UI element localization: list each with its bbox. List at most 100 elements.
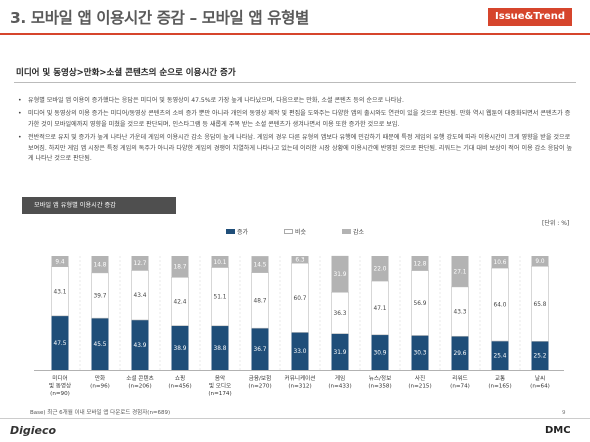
data-label: 9.4 <box>55 259 65 265</box>
category-label: (n=206) <box>128 384 151 390</box>
data-label: 47.5 <box>54 341 67 347</box>
bar-segment <box>51 266 69 317</box>
legend-item-increase: 증가 <box>226 227 248 236</box>
data-label: 22.0 <box>374 267 387 273</box>
bar-segment <box>491 267 509 342</box>
data-label: 33.0 <box>294 349 307 355</box>
bar-segment <box>451 336 469 370</box>
category-label: 및 동영상 <box>49 382 71 390</box>
data-label: 29.6 <box>454 351 467 357</box>
bar-segment <box>331 291 349 334</box>
data-label: 60.7 <box>294 296 307 302</box>
category-label: 미디어 <box>52 374 67 382</box>
data-label: 39.7 <box>94 294 107 300</box>
data-label: 43.1 <box>54 289 67 295</box>
bar-segment <box>91 272 109 319</box>
data-label: 51.1 <box>214 295 227 301</box>
unit-label: [단위 : %] <box>542 220 570 227</box>
category-label: (n=90) <box>50 391 70 397</box>
data-label: 43.9 <box>134 343 147 349</box>
data-label: 25.2 <box>534 354 547 360</box>
subhead-divider <box>14 82 576 83</box>
bar-segment <box>331 333 349 370</box>
category-label: (n=74) <box>450 384 470 390</box>
category-label: 사진 <box>415 374 425 382</box>
bar-segment <box>91 318 109 370</box>
category-label: (n=358) <box>368 384 391 390</box>
data-label: 12.8 <box>414 261 427 267</box>
bar-segment <box>51 315 69 370</box>
data-label: 65.8 <box>534 302 547 308</box>
bar-segment <box>291 332 309 370</box>
category-label: (n=165) <box>488 384 511 390</box>
data-label: 42.4 <box>174 299 187 305</box>
category-label: (n=270) <box>248 384 271 390</box>
data-label: 10.6 <box>494 260 507 266</box>
data-label: 12.7 <box>134 261 147 267</box>
bar-segment <box>371 256 389 282</box>
legend-swatch <box>226 229 235 234</box>
bar-segment <box>171 325 189 370</box>
category-label: (n=174) <box>208 391 231 397</box>
category-label: 만화 <box>95 374 105 382</box>
bar-segment <box>171 256 189 278</box>
brand-badge: Issue&Trend <box>488 8 572 26</box>
data-label: 47.1 <box>374 306 387 312</box>
bar-segment <box>211 267 229 327</box>
data-label: 36.3 <box>334 311 347 317</box>
chart-panel-title: 모바일 앱 유형별 이용시간 증감 <box>22 197 176 214</box>
bar-segment <box>451 256 469 287</box>
data-label: 48.7 <box>254 298 267 304</box>
bar-segment <box>251 328 269 370</box>
category-label: 뉴스/정보 <box>369 375 391 382</box>
bar-segment <box>251 272 269 329</box>
bar-segment <box>411 270 429 336</box>
data-label: 6.3 <box>295 258 305 264</box>
bar-segment <box>531 256 549 267</box>
data-label: 45.5 <box>94 342 107 348</box>
bar-segment <box>491 256 509 269</box>
category-label: 커뮤니케이션 <box>285 374 316 382</box>
bar-segment <box>211 256 229 268</box>
data-label: 31.9 <box>334 272 347 278</box>
bar-segment <box>531 341 549 370</box>
bar-segment <box>411 256 429 271</box>
legend-item-decrease: 감소 <box>342 227 364 236</box>
bar-segment <box>131 256 149 271</box>
bar-segment <box>531 265 549 342</box>
bar-segment <box>171 277 189 326</box>
category-label: (n=456) <box>168 384 191 390</box>
legend-label: 비슷 <box>295 229 307 236</box>
header-divider <box>0 33 590 35</box>
section-subhead: 미디어 및 동영상>만화>소셜 콘텐츠의 순으로 이용시간 증가 <box>16 68 236 78</box>
digieco-logo: Digieco <box>10 424 57 437</box>
bar-segment <box>291 256 309 264</box>
data-label: 9.0 <box>535 259 545 265</box>
legend-label: 감소 <box>353 229 365 236</box>
data-label: 43.3 <box>454 310 467 316</box>
data-label: 30.3 <box>414 351 427 357</box>
bullet-item: 미디어 및 동영상의 이용 증가는 미디어/동영상 콘텐츠의 소비 증가 뿐만 … <box>16 109 574 130</box>
bar-segment <box>131 319 149 370</box>
bar-segment <box>491 341 509 370</box>
base-note: Base) 최근 6개월 이내 모바일 앱 다운로드 경험자(n=689) <box>30 410 171 416</box>
bar-segment <box>51 256 69 267</box>
data-label: 64.0 <box>494 303 507 309</box>
bar-segment <box>251 256 269 273</box>
legend-swatch <box>284 229 293 234</box>
data-label: 38.8 <box>214 346 227 352</box>
category-label: 날씨 <box>535 374 545 382</box>
category-label: 게임 <box>335 374 345 382</box>
data-label: 10.1 <box>214 260 227 266</box>
data-label: 56.9 <box>414 301 427 307</box>
bullet-item: 전반적으로 유지 및 증가가 높게 나타난 가운데 게임의 이용시간 감소 응답… <box>16 133 574 164</box>
bar-segment <box>91 256 109 273</box>
bar-segment <box>131 270 149 321</box>
bar-segment <box>291 262 309 333</box>
legend-swatch <box>342 229 351 234</box>
category-label: 리워드 <box>452 374 467 382</box>
bullet-list: 유형별 모바일 앱 이용이 증가했다는 응답은 미디어 및 동영상이 47.5%… <box>16 96 574 167</box>
bar-segment <box>331 255 349 293</box>
category-label: 및 오디오 <box>209 382 231 390</box>
data-label: 43.4 <box>134 293 147 299</box>
